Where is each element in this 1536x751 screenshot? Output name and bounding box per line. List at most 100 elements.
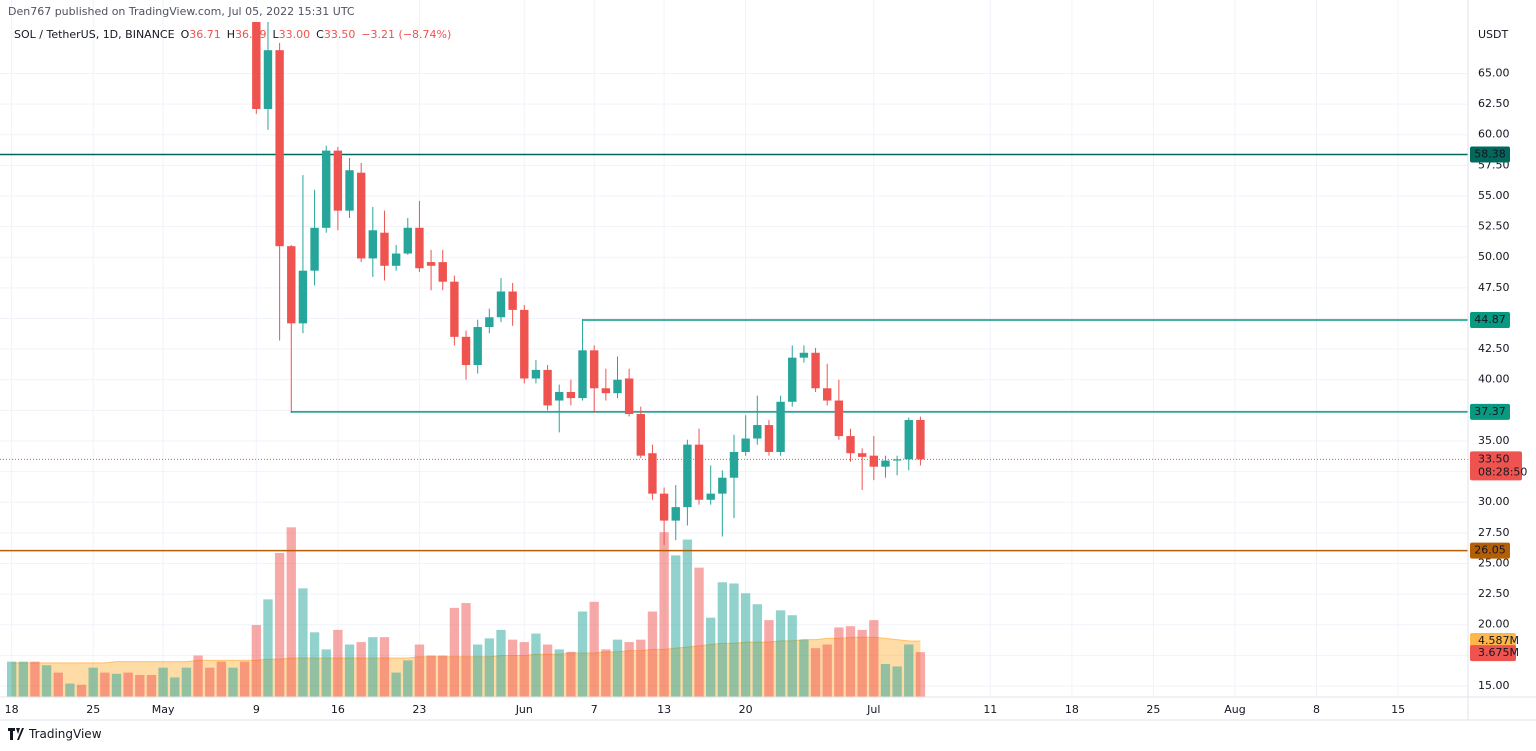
ohlc-value: 36.99 (235, 28, 267, 41)
volume-bar (624, 642, 634, 697)
level-label: 37.37 (1474, 405, 1506, 418)
volume-bar (65, 683, 75, 697)
volume-bar (531, 633, 541, 697)
volume-bar (368, 637, 378, 697)
volume-bar (612, 639, 623, 697)
candle-body (322, 150, 331, 228)
candle-body (520, 309, 529, 379)
candle-body (578, 350, 587, 399)
volume-pane (6, 527, 926, 697)
volume-bar (566, 651, 576, 697)
candle-body (834, 400, 844, 437)
y-tick-label: 50.00 (1478, 250, 1510, 263)
volume-bar (88, 667, 98, 697)
y-tick-label: 35.00 (1478, 434, 1510, 447)
candle-body (473, 327, 482, 366)
y-tick-label: 52.50 (1478, 220, 1510, 233)
candle-body (333, 150, 343, 211)
candle-body (613, 379, 622, 394)
volume-bar (496, 629, 506, 697)
volume-bar (76, 684, 87, 697)
candle-body (764, 425, 774, 452)
price-pane (0, 22, 1468, 552)
last-price-label: 33.50 (1478, 452, 1510, 465)
volume-bar (461, 603, 471, 697)
y-tick-label: 20.00 (1478, 618, 1510, 631)
candle-body (659, 493, 669, 521)
volume-bar (915, 652, 926, 697)
symbol: SOL / TetherUS, 1D, BINANCE (14, 28, 175, 41)
candle-body (823, 388, 832, 401)
candle-body (275, 50, 284, 247)
x-tick-label: 25 (86, 703, 100, 716)
volume-bar (449, 607, 460, 697)
x-tick-label: Jul (866, 703, 880, 716)
volume-bar (857, 629, 867, 697)
level-label: 26.05 (1474, 544, 1506, 557)
x-tick-label: 25 (1146, 703, 1160, 716)
volume-bar (752, 604, 762, 697)
candle-body (892, 459, 902, 461)
candle-body (310, 227, 319, 271)
x-tick-label: 18 (5, 703, 19, 716)
ohlc-key: L (272, 28, 279, 41)
candle-body (426, 262, 436, 266)
volume-bar (740, 593, 751, 697)
volume-bar (636, 639, 646, 697)
brand: TradingView (29, 727, 102, 741)
candle-body (438, 262, 447, 282)
level-label-bg (1470, 542, 1510, 559)
ohlc-value: 33.00 (278, 28, 311, 41)
x-tick-label: 23 (412, 703, 426, 716)
candle-body (543, 369, 552, 406)
volume-bar (706, 617, 716, 697)
volume-bar (577, 611, 588, 697)
volume-bar (333, 629, 343, 697)
volume-bar (158, 667, 168, 697)
candle-body (846, 436, 855, 454)
x-tick-label: 16 (331, 703, 345, 716)
volume-bar (775, 610, 786, 697)
x-tick-label: May (152, 703, 175, 716)
volume-bar (391, 672, 401, 697)
y-tick-label: 22.50 (1478, 587, 1510, 600)
volume-bar (193, 655, 203, 697)
volume-bar (146, 675, 157, 697)
volume-bar (519, 642, 529, 697)
logo (8, 728, 24, 740)
candle-body (485, 317, 494, 328)
x-tick-label: 15 (1391, 703, 1405, 716)
ohlc-value: 33.50 (323, 28, 356, 41)
candle-body (391, 253, 401, 266)
level-label: 58.38 (1474, 148, 1506, 161)
y-tick-label: 15.00 (1478, 679, 1510, 692)
volume-bar (601, 649, 611, 697)
candle-body (368, 230, 378, 259)
volume-bar (414, 644, 425, 697)
candle-body (287, 246, 296, 324)
level-label-bg (1470, 146, 1510, 163)
candle-body (857, 453, 867, 457)
change: −3.21 (−8.74%) (361, 28, 452, 41)
volume-bar (671, 555, 681, 697)
candle-body (508, 291, 517, 310)
volume-bar (589, 601, 599, 697)
candle-body (380, 232, 389, 266)
candle-body (450, 281, 459, 337)
candle-body (811, 352, 820, 389)
x-tick-label: Jun (515, 703, 533, 716)
candle-body (671, 507, 680, 521)
y-tick-label: 27.50 (1478, 526, 1510, 539)
volume-bar (694, 567, 704, 697)
y-tick-label: 42.50 (1478, 342, 1510, 355)
volume-bar (810, 648, 821, 697)
volume-bar (507, 639, 518, 697)
y-tick-label: 60.00 (1478, 128, 1510, 141)
candle-body (636, 414, 645, 456)
volume-bar (834, 627, 844, 697)
x-tick-label: 7 (591, 703, 598, 716)
candle-body (799, 352, 809, 358)
volume-bar (298, 588, 308, 697)
candle-body (753, 425, 762, 439)
